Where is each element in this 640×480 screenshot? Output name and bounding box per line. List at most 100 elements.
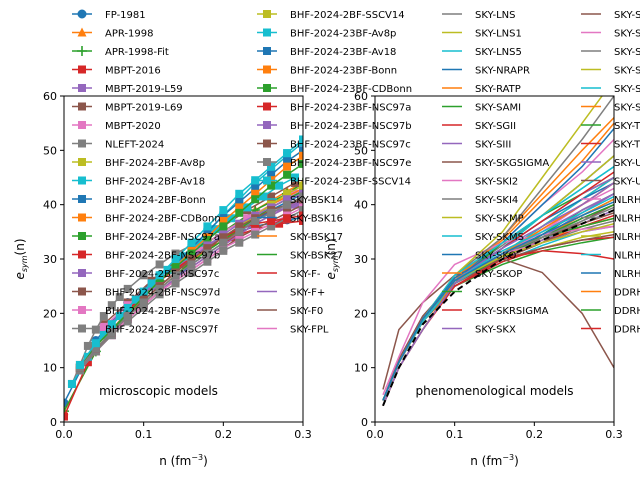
data-point [195, 238, 204, 247]
legend-entry: SKY-RATP [442, 84, 521, 95]
data-point [107, 328, 116, 337]
legend-label: SKY-SKO [475, 251, 516, 262]
x-tick-label: 0.2 [526, 428, 544, 441]
legend-entry: SKY-SKGSIGMA [442, 158, 549, 169]
legend-entry: BHF-2024-23BF-SSCV14 [257, 176, 411, 188]
y-tick-label: 0 [50, 416, 57, 429]
legend-marker [78, 139, 86, 148]
legend-label: SKY-SKI2 [475, 177, 518, 188]
legend-entry: SKY-U... [581, 177, 640, 188]
data-point [219, 206, 228, 215]
data-point [299, 181, 303, 190]
legend-entry: BHF-2024-23BF-NSC97b [257, 121, 412, 132]
legend-entry: BHF-2024-23BF-CDBonn [257, 84, 412, 95]
legend-label: SKY-SKGSIGMA [475, 158, 549, 169]
legend-entry: DDRH... [581, 306, 640, 317]
legend-entry: BHF-2024-23BF-Bonn [257, 65, 397, 77]
series-line [382, 201, 614, 401]
legend-marker [78, 250, 86, 259]
legend-entry: BHF-2024-23BF-NSC97c [257, 139, 411, 151]
data-point [267, 162, 276, 171]
data-point [251, 230, 260, 239]
legend-label: SKY-SKRSIGMA [475, 306, 549, 317]
legend-entry: SKY-SKOP [442, 269, 522, 280]
legend-entry: BHF-2024-23BF-NSC97a [257, 102, 411, 114]
legend-entry: MBPT-2020 [72, 121, 161, 132]
legend-label: MBPT-2020 [105, 121, 161, 132]
data-point [243, 203, 252, 212]
legend-label: MBPT-2016 [105, 66, 161, 77]
legend-label: BHF-2024-2BF-Av8p [105, 158, 205, 169]
legend-label: SKY-SKX [475, 325, 516, 336]
legend-entry: MBPT-2019-L59 [72, 84, 183, 95]
legend-entry: BHF-2024-2BF-NSC97e [72, 306, 220, 317]
series-bhf-2024-23bf-nsc97e [75, 192, 303, 372]
legend-entry: NLRH... [581, 269, 640, 280]
x-tick-label: 0.1 [135, 428, 153, 441]
data-point [267, 181, 276, 190]
data-point [171, 279, 180, 288]
data-point [299, 211, 303, 220]
data-point [291, 200, 300, 209]
y-tick-label: 40 [43, 199, 57, 212]
legend-marker [78, 121, 86, 129]
legend-entry: FP-1981 [72, 9, 146, 21]
y-axis-label-argument: (n) [324, 238, 338, 255]
legend: FP-1981 APR-1998 APR-1998-Fit MBPT-2016 MBPT… [72, 9, 640, 336]
x-tick-label: 0.3 [605, 428, 623, 441]
y-tick-label: 30 [354, 253, 368, 266]
legend-entry: SKY-BSK27 [257, 251, 343, 262]
legend-label: SKY-SIII [475, 140, 511, 151]
legend-entry: NLRH... [581, 195, 640, 206]
legend-label: SKY-SKMS [475, 232, 524, 243]
data-point [187, 255, 196, 263]
data-point [235, 227, 244, 236]
legend-label: BHF-2024-23BF-NSC97b [290, 121, 412, 132]
y-tick-label: 10 [354, 362, 368, 375]
legend-entry: SKY-SKMP [442, 214, 524, 225]
legend-label: FP-1981 [105, 10, 146, 21]
y-axis-label-main: e [13, 272, 27, 279]
x-tick-label: 0.3 [294, 428, 312, 441]
legend-entry: SKY-Skz2 [581, 10, 640, 21]
legend-marker [78, 158, 86, 166]
legend-entry: BHF-2024-23BF-NSC97e [257, 158, 411, 169]
data-point [259, 192, 268, 201]
legend-entry: NLEFT-2024 [72, 139, 164, 151]
data-point [219, 233, 228, 242]
legend-label: SKY-SLY230B [614, 84, 640, 95]
data-point [219, 211, 228, 220]
x-tick-label: 0.1 [446, 428, 464, 441]
x-axis-label-close: ) [514, 454, 519, 468]
legend-marker [78, 269, 86, 277]
x-axis-label-superscript: −3 [502, 453, 514, 462]
data-point [67, 379, 76, 388]
legend-entry: BHF-2024-2BF-Av18 [72, 176, 205, 188]
legend-marker [263, 139, 271, 148]
data-point [187, 249, 196, 258]
data-point [203, 235, 212, 244]
data-point [219, 238, 228, 247]
legend-label: SKY-SLY5 [614, 47, 640, 58]
y-tick-label: 10 [43, 362, 57, 375]
data-point [267, 208, 276, 217]
legend-label: DDRH... [614, 325, 640, 336]
legend-label: APR-1998-Fit [105, 47, 169, 58]
legend-label: SKY-S... [614, 103, 640, 114]
legend-marker [263, 47, 271, 55]
data-point [139, 298, 148, 307]
legend-label: SKY-BSK16 [290, 214, 343, 225]
legend-entry: SKY-SKI4 [442, 195, 518, 206]
data-point [203, 249, 212, 258]
legend-entry: SKY-LNS1 [442, 29, 522, 40]
legend-label: SKY-F- [290, 269, 321, 280]
legend-marker [263, 28, 271, 37]
data-point [219, 246, 228, 255]
legend-label: SKY-LNS1 [475, 29, 522, 40]
data-point [251, 184, 260, 193]
legend-label: SKY-RATP [475, 84, 521, 95]
legend-entry: SKY-LNS5 [442, 47, 522, 58]
legend-entry: SKY-BSK14 [257, 195, 343, 206]
data-point [299, 135, 303, 144]
legend-label: BHF-2024-2BF-NSC97b [105, 251, 220, 262]
